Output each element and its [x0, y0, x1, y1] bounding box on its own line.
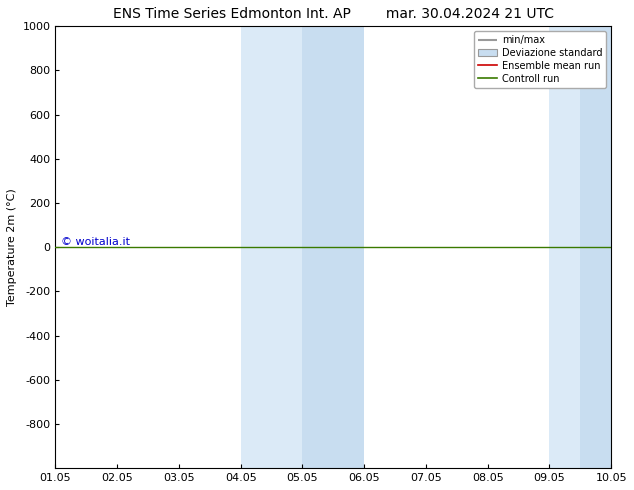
Title: ENS Time Series Edmonton Int. AP        mar. 30.04.2024 21 UTC: ENS Time Series Edmonton Int. AP mar. 30…: [113, 7, 554, 21]
Bar: [580, 26, 611, 468]
Y-axis label: Temperature 2m (°C): Temperature 2m (°C): [7, 188, 17, 306]
Bar: [241, 26, 302, 468]
Bar: [302, 26, 364, 468]
Bar: [550, 26, 580, 468]
Text: © woitalia.it: © woitalia.it: [61, 237, 130, 247]
Legend: min/max, Deviazione standard, Ensemble mean run, Controll run: min/max, Deviazione standard, Ensemble m…: [474, 31, 606, 88]
